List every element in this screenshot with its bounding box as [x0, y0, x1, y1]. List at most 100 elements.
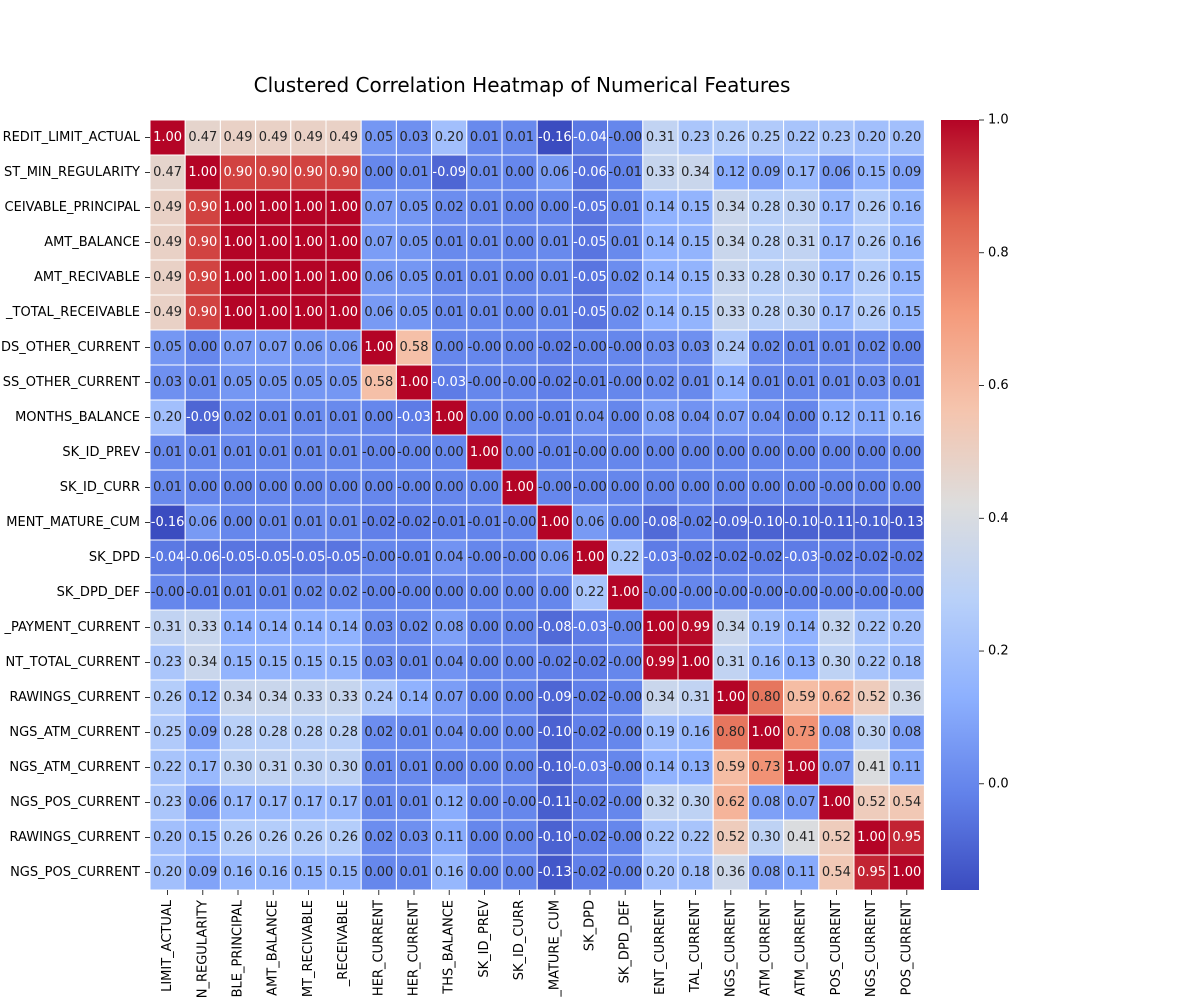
cell-value-label: 0.14 — [259, 620, 288, 635]
heatmap-cell — [747, 574, 785, 611]
cell-value-label: 0.14 — [329, 620, 358, 635]
cell-value-label: 0.01 — [787, 340, 816, 355]
heatmap-cell — [888, 574, 925, 611]
cell-value-label: 0.00 — [505, 270, 534, 285]
cell-value-label: 0.01 — [400, 725, 429, 740]
cell-value-label: -0.02 — [573, 830, 607, 845]
cell-value-label: 0.17 — [259, 795, 288, 810]
cell-value-label: 0.00 — [857, 480, 886, 495]
heatmap-cell — [290, 714, 327, 751]
cell-value-label: 0.31 — [716, 655, 745, 670]
column-label: NGS_CURRENT — [864, 900, 879, 997]
cell-value-label: 0.15 — [294, 865, 323, 880]
heatmap-cell — [607, 574, 644, 611]
cell-value-label: 0.11 — [857, 410, 886, 425]
column-label: ATM_CURRENT — [794, 900, 809, 996]
cell-value-label: 1.00 — [470, 445, 499, 460]
cell-value-label: -0.02 — [573, 690, 607, 705]
heatmap-cell — [747, 189, 785, 226]
row-label: SK_DPD_DEF — [57, 585, 140, 600]
cell-value-label: 0.01 — [822, 375, 851, 390]
cell-value-label: 0.49 — [153, 235, 182, 250]
heatmap-cell — [395, 644, 433, 681]
column-label: _MATURE_CUM — [547, 900, 562, 998]
row-label: AMT_BALANCE — [44, 235, 140, 250]
heatmap-cell — [783, 784, 820, 821]
cell-value-label: 0.01 — [470, 235, 499, 250]
cell-value-label: 0.03 — [153, 375, 182, 390]
heatmap-cell — [501, 434, 538, 471]
cell-value-label: 0.05 — [294, 375, 323, 390]
cell-value-label: 0.15 — [329, 655, 358, 670]
cell-value-label: -0.05 — [573, 235, 607, 250]
heatmap-cell — [290, 679, 327, 716]
cell-value-label: 0.62 — [822, 690, 851, 705]
row-label: NGS_POS_CURRENT — [10, 795, 140, 810]
cell-value-label: 0.00 — [435, 340, 464, 355]
heatmap-cell — [360, 819, 397, 856]
cell-value-label: 0.15 — [259, 655, 288, 670]
row-label: ST_MIN_REGULARITY — [4, 165, 140, 180]
heatmap-cell — [783, 574, 820, 611]
cell-value-label: 0.05 — [400, 235, 429, 250]
cell-value-label: 0.33 — [294, 690, 323, 705]
cell-value-label: -0.01 — [432, 515, 466, 530]
cell-value-label: 0.02 — [611, 270, 640, 285]
heatmap-cell — [677, 644, 714, 681]
heatmap-cell — [431, 434, 468, 471]
cell-value-label: 0.18 — [892, 655, 921, 670]
heatmap-cell — [571, 259, 609, 296]
cell-value-label: 0.00 — [470, 620, 499, 635]
cell-value-label: 0.00 — [470, 410, 499, 425]
heatmap-cell — [712, 819, 749, 856]
heatmap-cell — [184, 539, 221, 576]
cell-value-label: 0.22 — [787, 130, 816, 145]
heatmap-cell — [255, 539, 292, 576]
cell-value-label: 0.06 — [188, 515, 217, 530]
cell-value-label: 0.00 — [892, 340, 921, 355]
colorbar-tick-label: 0.2 — [988, 644, 1009, 659]
cell-value-label: 0.00 — [505, 410, 534, 425]
cell-value-label: 1.00 — [787, 760, 816, 775]
cell-value-label: 0.01 — [470, 200, 499, 215]
cell-value-label: 0.00 — [505, 445, 534, 460]
heatmap-cell — [325, 399, 362, 436]
heatmap-cell — [325, 784, 362, 821]
cell-value-label: 1.00 — [329, 270, 358, 285]
heatmap-cell — [149, 259, 186, 296]
cell-value-label: 0.01 — [224, 585, 253, 600]
cell-value-label: 0.06 — [364, 305, 393, 320]
cell-value-label: 0.22 — [681, 830, 710, 845]
colorbar-gradient — [941, 120, 979, 890]
heatmap-cell — [536, 259, 573, 296]
cell-value-label: 1.00 — [505, 480, 534, 495]
heatmap-cell — [536, 294, 573, 331]
cell-value-label: 0.00 — [364, 865, 393, 880]
cell-value-label: -0.10 — [784, 515, 818, 530]
cell-value-label: 0.01 — [470, 305, 499, 320]
heatmap-cell — [149, 504, 186, 541]
heatmap-cell — [853, 644, 890, 681]
heatmap-cell — [466, 399, 503, 436]
cell-value-label: 0.01 — [259, 515, 288, 530]
cell-value-label: -0.06 — [573, 165, 607, 180]
cell-value-label: 0.04 — [752, 410, 781, 425]
cell-value-label: 0.00 — [435, 760, 464, 775]
heatmap-cell — [783, 854, 820, 891]
cell-value-label: 0.02 — [435, 200, 464, 215]
heatmap-cell — [853, 189, 890, 226]
cell-value-label: -0.00 — [608, 795, 642, 810]
cell-value-label: 0.90 — [329, 165, 358, 180]
heatmap-cell — [149, 749, 186, 786]
cell-value-label: 0.01 — [329, 445, 358, 460]
cell-value-label: -0.02 — [538, 375, 572, 390]
cell-value-label: 1.00 — [857, 830, 886, 845]
heatmap-cell — [431, 609, 468, 646]
cell-value-label: 0.80 — [716, 725, 745, 740]
cell-value-label: 0.02 — [224, 410, 253, 425]
cell-value-label: 0.01 — [188, 375, 217, 390]
cell-value-label: 0.20 — [153, 865, 182, 880]
heatmap-cell — [677, 294, 714, 331]
cell-value-label: 0.33 — [329, 690, 358, 705]
heatmap-cell — [360, 189, 397, 226]
